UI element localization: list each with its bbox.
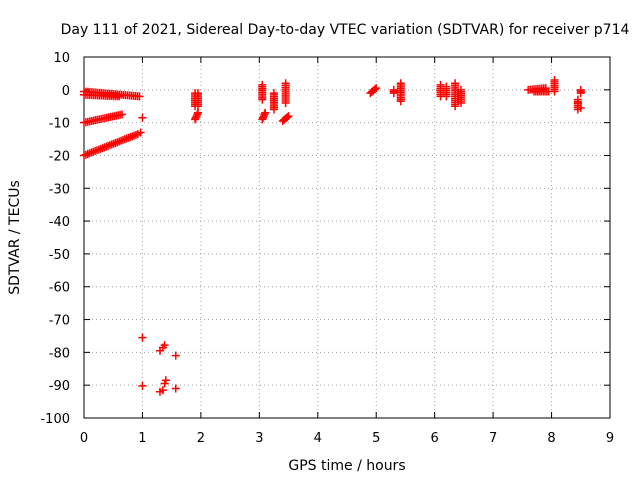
data-point bbox=[161, 376, 170, 385]
y-tick-label: -60 bbox=[49, 281, 70, 296]
y-tick-label: 10 bbox=[53, 51, 70, 66]
data-point bbox=[576, 103, 585, 112]
data-segment bbox=[436, 80, 445, 101]
data-segment bbox=[366, 84, 381, 98]
data-point bbox=[160, 341, 169, 350]
data-segment bbox=[191, 108, 202, 124]
data-segment bbox=[193, 89, 202, 111]
data-segment bbox=[396, 79, 405, 106]
y-tick-label: -50 bbox=[49, 248, 70, 263]
y-axis-label: SDTVAR / TECUs bbox=[7, 180, 23, 295]
data-point bbox=[573, 98, 582, 107]
data-series-sdtvar bbox=[80, 75, 585, 396]
data-point bbox=[138, 113, 147, 122]
data-point bbox=[138, 381, 147, 390]
y-tick-label: -80 bbox=[49, 346, 70, 361]
data-segment bbox=[258, 108, 270, 124]
x-tick-label: 2 bbox=[197, 431, 205, 446]
data-point bbox=[138, 333, 147, 342]
data-segment bbox=[389, 85, 398, 98]
x-tick-label: 5 bbox=[372, 431, 380, 446]
data-segment bbox=[456, 85, 465, 107]
x-tick-label: 0 bbox=[80, 431, 88, 446]
plot-frame bbox=[83, 56, 611, 419]
y-tick-label: 0 bbox=[62, 84, 70, 99]
x-tick-label: 7 bbox=[489, 431, 497, 446]
data-point bbox=[136, 128, 145, 137]
x-axis-ticks: 0 1 2 3 4 5 6 7 8 9 bbox=[80, 57, 614, 446]
x-tick-label: 9 bbox=[606, 431, 614, 446]
y-tick-label: -100 bbox=[40, 412, 70, 427]
data-segment bbox=[550, 75, 559, 96]
y-tick-label: -30 bbox=[49, 182, 70, 197]
data-segment bbox=[442, 82, 451, 101]
y-tick-label: -40 bbox=[49, 215, 70, 230]
data-point bbox=[171, 384, 180, 393]
y-tick-label: -70 bbox=[49, 314, 70, 329]
data-segment bbox=[80, 110, 126, 127]
data-segment bbox=[258, 80, 267, 104]
grid-lines bbox=[84, 57, 610, 418]
x-tick-label: 1 bbox=[138, 431, 146, 446]
data-segment bbox=[80, 90, 124, 101]
data-point bbox=[158, 386, 167, 395]
data-segment bbox=[80, 130, 142, 160]
y-tick-label: -20 bbox=[49, 149, 70, 164]
y-tick-label: -10 bbox=[49, 117, 70, 132]
data-point bbox=[171, 351, 180, 360]
x-tick-label: 3 bbox=[255, 431, 263, 446]
data-segment bbox=[451, 79, 460, 111]
data-segment bbox=[530, 87, 553, 96]
chart-title: Day 111 of 2021, Sidereal Day-to-day VTE… bbox=[61, 22, 630, 38]
x-tick-label: 8 bbox=[547, 431, 555, 446]
data-segment bbox=[576, 85, 585, 98]
x-axis-label: GPS time / hours bbox=[288, 458, 405, 474]
y-axis-ticks: 10 0 -10 -20 -30 -40 -50 -60 -70 -80 -90 -100 bbox=[40, 51, 610, 427]
data-segment bbox=[281, 79, 290, 107]
x-tick-label: 4 bbox=[314, 431, 322, 446]
data-segment bbox=[278, 112, 293, 125]
x-tick-label: 6 bbox=[431, 431, 439, 446]
y-tick-label: -90 bbox=[49, 379, 70, 394]
data-segment bbox=[269, 89, 278, 114]
